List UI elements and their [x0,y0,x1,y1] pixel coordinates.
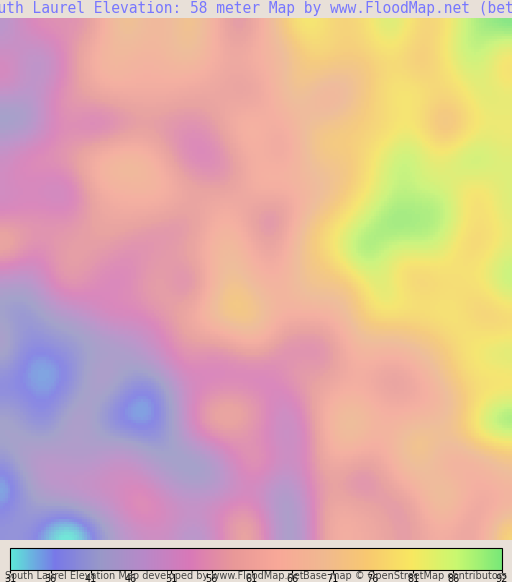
Text: South Laurel Elevation Map developed by www.FloodMap.net: South Laurel Elevation Map developed by … [5,571,304,581]
Text: Base map © OpenStreetMap contributors: Base map © OpenStreetMap contributors [303,571,507,581]
Text: South Laurel Elevation: 58 meter Map by www.FloodMap.net (beta): South Laurel Elevation: 58 meter Map by … [0,2,512,16]
